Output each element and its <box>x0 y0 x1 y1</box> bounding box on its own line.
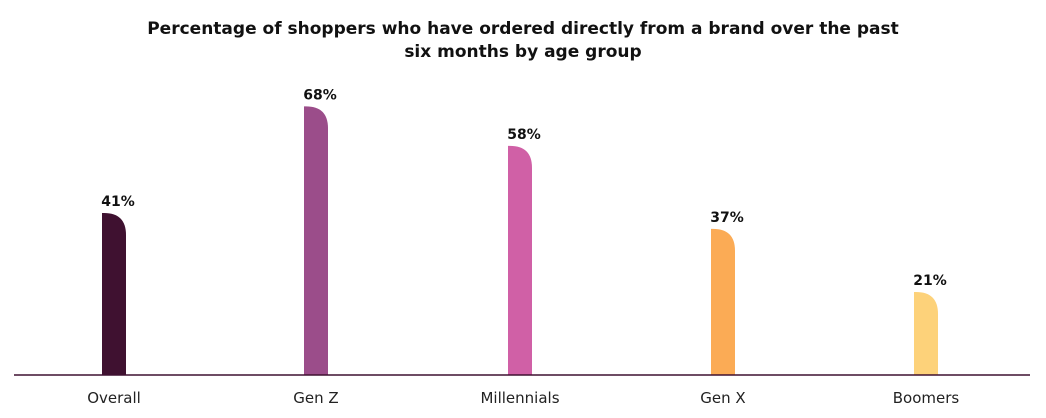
category-label-gen-x: Gen X <box>700 389 745 407</box>
category-label-gen-z: Gen Z <box>293 389 338 407</box>
category-labels-layer: Overall Gen Z Millennials Gen X Boomers <box>87 389 959 407</box>
value-label-boomers: 21% <box>913 273 947 289</box>
bars-layer <box>102 106 938 376</box>
value-labels-layer: 41% 68% 58% 37% 21% <box>101 87 947 289</box>
value-label-gen-x: 37% <box>710 210 744 226</box>
chart-title-line-2: six months by age group <box>404 42 642 62</box>
value-label-millennials: 58% <box>507 127 541 143</box>
bar-gen-z <box>304 106 328 376</box>
category-label-millennials: Millennials <box>480 389 559 407</box>
value-label-overall: 41% <box>101 194 135 210</box>
value-label-gen-z: 68% <box>303 87 337 103</box>
chart-title: Percentage of shoppers who have ordered … <box>0 18 1046 64</box>
bar-boomers <box>914 292 938 375</box>
bar-overall <box>102 213 126 375</box>
category-label-boomers: Boomers <box>893 389 960 407</box>
chart-title-line-1: Percentage of shoppers who have ordered … <box>147 19 899 39</box>
category-label-overall: Overall <box>87 389 141 407</box>
bar-gen-x <box>711 228 735 375</box>
bar-millennials <box>508 145 532 375</box>
